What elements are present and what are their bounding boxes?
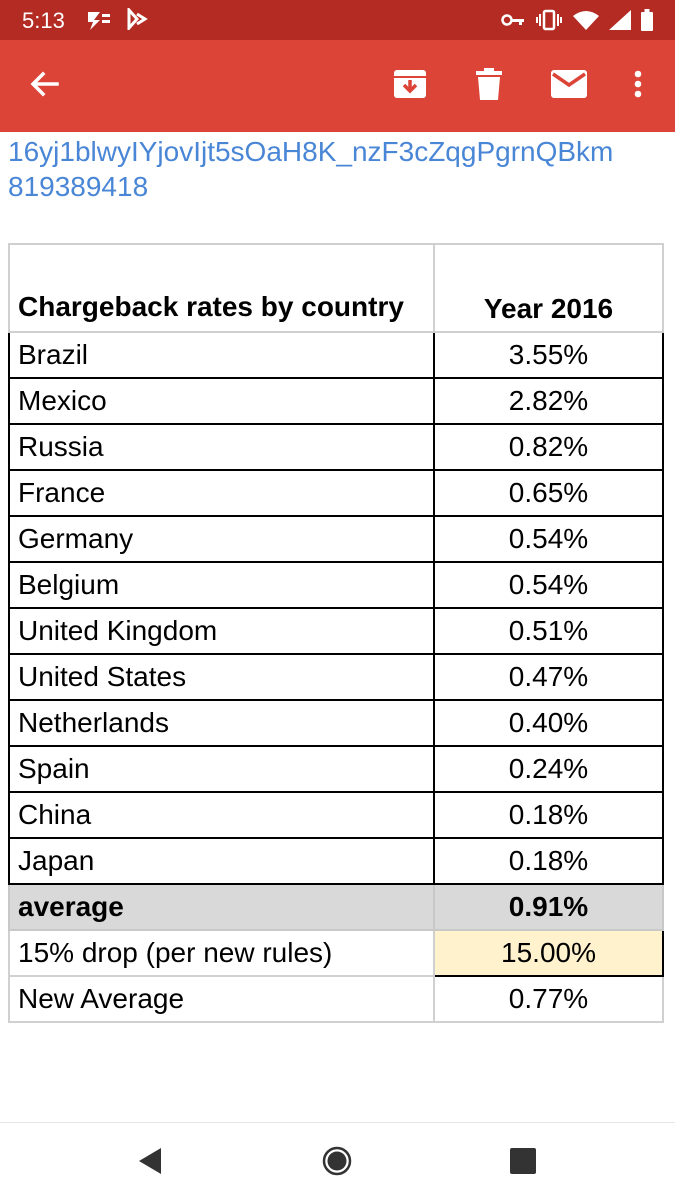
- table-row-label: France: [8, 469, 435, 517]
- nav-home-button[interactable]: [319, 1145, 355, 1181]
- table-row: Netherlands 0.40%: [8, 699, 664, 747]
- average-row: average 0.91%: [8, 883, 664, 931]
- nav-back-icon: [137, 1147, 163, 1180]
- table-row: United Kingdom 0.51%: [8, 607, 664, 655]
- email-link[interactable]: 16yj1blwyIYjovIjt5sOaH8K_nzF3cZqgPgrnQBk…: [8, 134, 675, 204]
- table-row-value: 0.18%: [433, 791, 664, 839]
- table-row-label: Russia: [8, 423, 435, 471]
- table-header-row: Chargeback rates by country Year 2016: [8, 243, 664, 333]
- header-country: Chargeback rates by country: [8, 243, 435, 333]
- table-row: Spain 0.24%: [8, 745, 664, 793]
- table-row: Mexico 2.82%: [8, 377, 664, 425]
- table-row-value: 0.51%: [433, 607, 664, 655]
- table-row: Belgium 0.54%: [8, 561, 664, 609]
- table-row-value: 0.47%: [433, 653, 664, 701]
- average-row-value: 0.91%: [433, 883, 664, 931]
- archive-button[interactable]: [388, 64, 432, 108]
- nav-home-icon: [322, 1146, 352, 1181]
- email-link-line-2[interactable]: 819389418: [8, 171, 149, 202]
- table-row-value: 0.18%: [433, 837, 664, 885]
- back-button[interactable]: [22, 64, 66, 108]
- app-bar: [0, 40, 675, 132]
- delete-icon: [476, 67, 502, 105]
- average-row-label: average: [8, 883, 435, 931]
- table-row: Japan 0.18%: [8, 837, 664, 885]
- new-average-row-label: New Average: [8, 975, 435, 1023]
- table-row-value: 3.55%: [433, 331, 664, 379]
- status-bar: 5:13: [0, 0, 675, 40]
- back-arrow-icon: [29, 69, 59, 104]
- table-row-label: Spain: [8, 745, 435, 793]
- nav-back-button[interactable]: [132, 1145, 168, 1181]
- navigation-bar: [0, 1122, 675, 1201]
- email-link-line-1[interactable]: 16yj1blwyIYjovIjt5sOaH8K_nzF3cZqgPgrnQBk…: [8, 136, 614, 167]
- carrier-app-icon: [86, 8, 112, 35]
- vpn-key-icon: [501, 13, 525, 32]
- header-year: Year 2016: [433, 243, 664, 333]
- table-row: Brazil 3.55%: [8, 331, 664, 379]
- mark-unread-button[interactable]: [547, 64, 591, 108]
- nav-recents-button[interactable]: [505, 1145, 541, 1181]
- table-row-value: 2.82%: [433, 377, 664, 425]
- table-row-value: 0.82%: [433, 423, 664, 471]
- archive-icon: [393, 68, 427, 105]
- table-row-value: 0.54%: [433, 515, 664, 563]
- table-row-value: 0.65%: [433, 469, 664, 517]
- chargeback-table: Chargeback rates by country Year 2016 Br…: [8, 243, 664, 1023]
- more-options-button[interactable]: [616, 64, 660, 108]
- table-row-label: Germany: [8, 515, 435, 563]
- drop-row: 15% drop (per new rules) 15.00%: [8, 929, 664, 977]
- status-time: 5:13: [22, 8, 65, 33]
- table-row-value: 0.24%: [433, 745, 664, 793]
- mark-unread-icon: [551, 69, 587, 103]
- table-row-value: 0.40%: [433, 699, 664, 747]
- new-average-row-value: 0.77%: [433, 975, 664, 1023]
- new-average-row: New Average 0.77%: [8, 975, 664, 1023]
- wifi-icon: [573, 10, 599, 35]
- table-row: Russia 0.82%: [8, 423, 664, 471]
- table-row-label: Japan: [8, 837, 435, 885]
- more-vert-icon: [634, 70, 642, 103]
- table-row-label: United States: [8, 653, 435, 701]
- table-row-label: Brazil: [8, 331, 435, 379]
- table-row: United States 0.47%: [8, 653, 664, 701]
- table-row: China 0.18%: [8, 791, 664, 839]
- table-row-label: Netherlands: [8, 699, 435, 747]
- nav-recents-icon: [510, 1147, 536, 1179]
- vibrate-icon: [535, 9, 563, 36]
- messaging-app-icon: [126, 6, 148, 35]
- delete-button[interactable]: [467, 64, 511, 108]
- table-row-value: 0.54%: [433, 561, 664, 609]
- table-row-label: China: [8, 791, 435, 839]
- signal-icon: [609, 10, 631, 35]
- table-row-label: Mexico: [8, 377, 435, 425]
- drop-row-label: 15% drop (per new rules): [8, 929, 435, 977]
- drop-row-value: 15.00%: [433, 929, 664, 977]
- table-row: France 0.65%: [8, 469, 664, 517]
- battery-icon: [641, 9, 653, 36]
- table-row-label: United Kingdom: [8, 607, 435, 655]
- table-row-label: Belgium: [8, 561, 435, 609]
- table-row: Germany 0.54%: [8, 515, 664, 563]
